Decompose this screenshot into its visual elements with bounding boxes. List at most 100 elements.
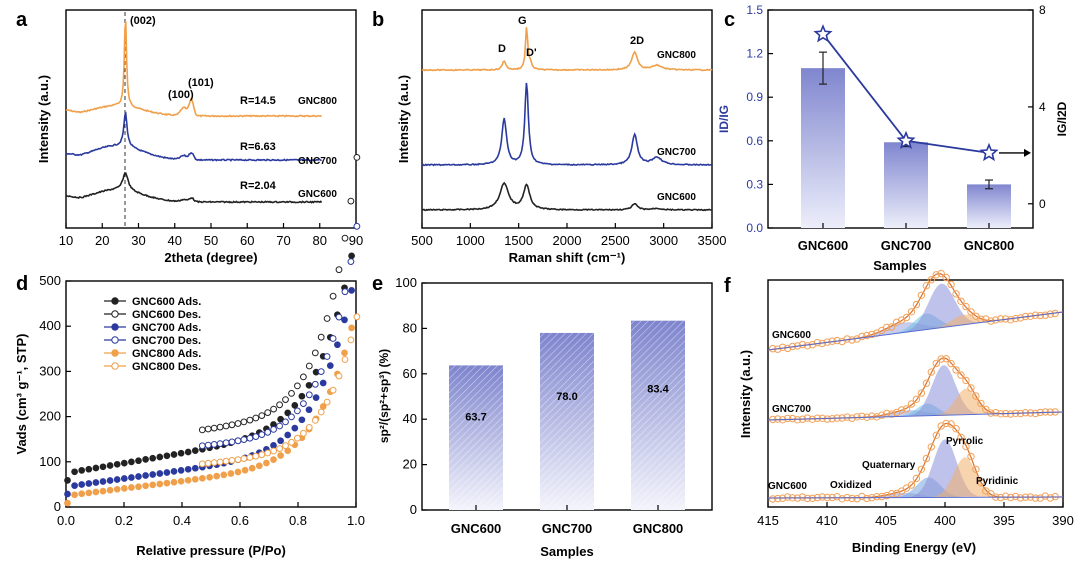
xps-data-point-bottom [967,452,975,461]
star-marker-gnc600 [813,24,833,43]
des-point-gnc800 [335,372,343,380]
des-point-gnc800 [240,455,248,463]
xps-data-point-mid [774,415,782,423]
xps-data-point-bottom [1011,492,1020,501]
des-point-gnc700 [276,422,284,430]
x-tick-label-e: GNC800 [633,521,684,536]
ads-point-gnc700 [348,287,355,294]
annotation-oxidized: Oxidized [830,480,872,491]
xps-data-point-bottom [957,433,965,441]
ratio-gnc800: R=14.5 [240,95,276,107]
ads-point-gnc700 [71,482,78,489]
ig-i2d-line [813,24,1031,162]
xps-data-point-top [912,300,921,309]
des-point-gnc600 [246,416,254,424]
trace-gnc600-raman [421,181,713,212]
ads-point-gnc800 [170,478,178,486]
xps-data-point-top [798,340,807,349]
xps-component-bottom [931,457,998,497]
xps-data-point-mid [907,400,916,408]
ads-point-gnc700 [142,472,149,479]
annotation-quaternary: Quaternary [862,460,916,471]
panel-a: a Intensity (a.u.) 2theta (degree) 10 20 3… [16,9,363,265]
panel-f: f Intensity (a.u.) Binding Energy (eV) 4… [724,269,1074,555]
x-tick-label-a: 10 [59,233,73,248]
xps-data-point-mid [942,355,950,363]
y-axis-label-b: Intensity (a.u.) [396,75,411,163]
des-point-gnc600 [228,421,236,429]
bar-value-label: 83.4 [647,384,669,396]
xps-data-point-mid [947,359,955,368]
ratio-gnc600: R=2.04 [240,180,277,192]
ads-point-gnc700 [305,406,313,414]
ads-point-gnc800 [206,473,213,481]
x-tick-label-a: 40 [168,233,182,248]
x-tick-label-d: 0.2 [115,513,133,528]
x-tick-label-a: 50 [204,233,218,248]
xps-data-point-bottom [883,491,891,500]
trace-gnc800-raman [421,27,713,72]
des-point-gnc600 [329,292,337,300]
ads-point-gnc800 [85,489,93,497]
des-point-gnc600 [234,420,242,427]
ads-point-gnc700 [170,468,178,475]
xps-data-point-mid [843,413,851,421]
xps-data-point-bottom [769,495,777,503]
xps-data-point-bottom [888,490,896,498]
y-tick-label-e: 40 [403,411,417,426]
legend-marker [111,323,119,331]
ads-point-gnc700 [326,362,334,369]
trace-gnc800-xrd [65,21,323,118]
des-point-gnc800 [252,452,260,460]
des-point-gnc800 [216,458,224,466]
y2-tick-label-c: 0 [1039,197,1046,211]
xps-data-point-bottom [848,494,856,503]
des-point-gnc600 [264,409,272,417]
des-point-gnc600 [347,197,355,205]
y-axis-label-f: Intensity (a.u.) [738,350,753,438]
xps-data-point-top [783,344,792,353]
des-point-gnc800 [246,454,254,461]
ads-point-gnc800 [184,476,192,484]
xps-data-point-top [883,323,891,332]
xps-data-point-bottom [833,493,841,501]
ads-point-gnc700 [85,480,93,487]
xps-data-point-bottom [947,420,955,428]
des-point-gnc800 [270,447,278,455]
ads-point-gnc600 [170,451,178,458]
ads-point-gnc600 [149,454,157,462]
des-point-gnc700 [216,440,224,448]
ads-point-gnc800 [348,324,355,332]
annotation-101: (101) [188,77,214,89]
des-point-gnc700 [204,441,212,449]
star-marker-gnc800 [979,142,999,162]
xps-data-point-mid [783,414,792,423]
x-tick-label-f: 405 [875,513,897,528]
des-point-gnc600 [300,373,307,381]
x-tick-label-f: 395 [993,513,1015,528]
panel-d: d Vads (cm³ g⁻¹, STP) Relative pressure … [14,154,365,558]
legend-label: GNC600 Ads. [132,296,201,308]
ads-point-gnc600 [284,409,292,417]
annotation-2d-band: 2D [630,35,644,47]
xps-data-point-mid [888,410,896,418]
ads-point-gnc800 [277,452,284,459]
des-point-gnc700 [282,418,289,426]
des-point-gnc700 [198,442,206,450]
y-tick-label-e: 0 [410,502,417,517]
x-tick-label-a: 20 [95,233,109,248]
xps-data-point-bottom [1002,492,1010,500]
xps-data-point-mid [858,412,866,420]
ads-point-gnc700 [270,442,277,449]
des-point-gnc700 [353,222,361,230]
ads-point-gnc800 [92,488,100,496]
xps-data-point-bottom [932,431,940,439]
xps-data-point-mid [957,371,965,379]
xps-data-point-top [858,332,866,341]
x-axis-label-c: Samples [873,258,926,273]
xps-data-point-bottom [922,454,931,463]
trace-gnc600-xrd [65,172,323,204]
x-axis-label-d: Relative pressure (P/Po) [136,543,286,558]
des-point-gnc800 [276,445,284,453]
ads-point-gnc700 [92,479,100,486]
